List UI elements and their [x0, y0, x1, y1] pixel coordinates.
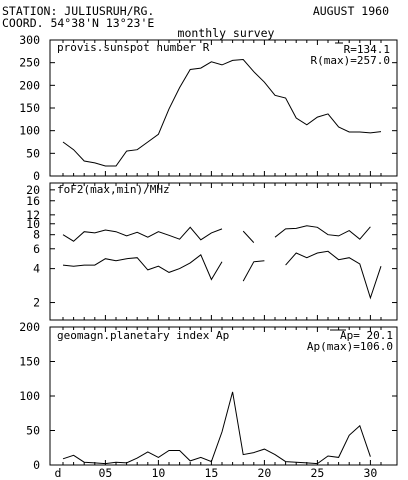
station-label: STATION: JULIUSRUH/RG.: [2, 4, 154, 18]
fof2-y-tick-label: 4: [33, 262, 40, 276]
fof2-series-1-line: [242, 260, 265, 282]
sunspot-panel-title: provis.sunspot number R: [57, 41, 210, 54]
fof2-y-tick-label: 12: [26, 208, 40, 222]
x-tick-label: d: [55, 466, 62, 480]
fof2-y-tick-label: 8: [33, 228, 40, 242]
ap-y-tick-label: 200: [19, 320, 40, 334]
sunspot-panel: provis.sunspot number R R=134.1 R(max)=2…: [19, 33, 398, 183]
fof2-series-1-line: [285, 250, 382, 300]
fof2-y-tick-label: 20: [26, 183, 40, 197]
x-tick-label: 30: [363, 466, 377, 480]
x-tick-label: 25: [310, 466, 324, 480]
sunspot-y-tick-label: 150: [19, 101, 40, 115]
day-axis-labels: d 05 10 15 20 25 30: [55, 466, 378, 480]
fof2-series-0-line: [274, 225, 371, 240]
ap-mean-label: Ap= 20.1: [340, 329, 393, 342]
ap-series-0-line: [62, 391, 371, 465]
sunspot-y-tick-label: 0: [33, 169, 40, 183]
sunspot-y-tick-label: 50: [26, 146, 40, 160]
fof2-y-tick-label: 6: [33, 242, 40, 256]
fof2-panel-title: foF2(max,min)/MHz: [57, 183, 170, 196]
sunspot-mean-label: R=134.1: [344, 43, 390, 56]
fof2-y-tick-label: 10: [26, 217, 40, 231]
sunspot-y-tick-label: 200: [19, 78, 40, 92]
ap-max-label: Ap(max)=106.0: [307, 340, 393, 353]
survey-label: monthly survey: [178, 26, 275, 40]
fof2-series-0-line: [62, 226, 223, 242]
month-year-label: AUGUST 1960: [313, 4, 389, 18]
x-tick-label: 10: [151, 466, 165, 480]
fof2-series-1-line: [62, 254, 223, 281]
ap-y-tick-label: 50: [26, 424, 40, 438]
ap-y-tick-label: 100: [19, 389, 40, 403]
fof2-y-tick-label: 2: [33, 296, 40, 310]
ap-panel-title: geomagn.planetary index Ap: [57, 329, 229, 342]
sunspot-y-tick-label: 100: [19, 124, 40, 138]
ap-index-panel: geomagn.planetary index Ap Ap= 20.1 Ap(m…: [19, 320, 398, 472]
fof2-y-tick-label: 16: [26, 194, 40, 208]
sunspot-y-tick-label: 250: [19, 56, 40, 70]
ap-y-tick-label: 150: [19, 355, 40, 369]
coordinates-label: COORD. 54°38'N 13°23'E: [2, 16, 154, 30]
ap-y-tick-label: 0: [33, 458, 40, 472]
x-tick-label: 05: [98, 466, 112, 480]
fof2-plot-frame: [49, 182, 398, 321]
sunspot-series-0-line: [62, 58, 382, 167]
sunspot-max-label: R(max)=257.0: [311, 54, 390, 67]
x-tick-label: 20: [257, 466, 271, 480]
fof2-series-0-line: [242, 230, 255, 243]
sunspot-y-tick-label: 300: [19, 33, 40, 47]
x-tick-label: 15: [204, 466, 218, 480]
